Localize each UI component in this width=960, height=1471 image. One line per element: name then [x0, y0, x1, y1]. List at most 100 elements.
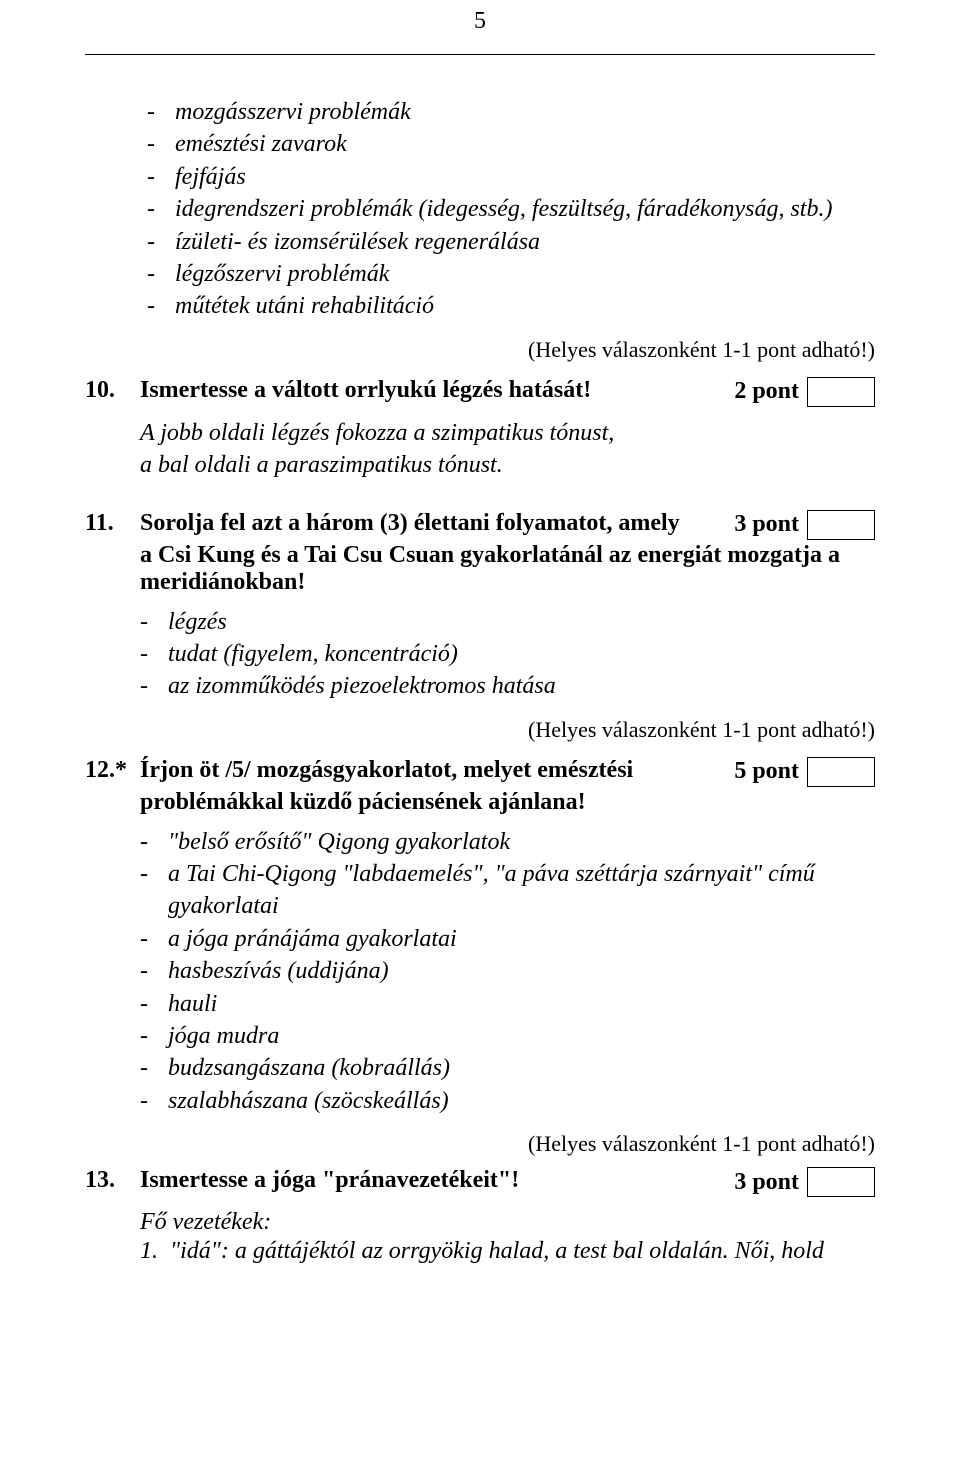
- question-number: 12.*: [85, 757, 140, 784]
- question-row: 10. Ismertesse a váltott orrlyukú légzés…: [85, 377, 875, 407]
- numbered-item: 1. "idá": a gáttájéktól az orrgyökig hal…: [140, 1238, 875, 1265]
- list-item: -az izomműködés piezoelektromos hatása: [140, 670, 875, 702]
- list-item: -idegrendszeri problémák (idegesség, fes…: [147, 193, 875, 225]
- dash-icon: -: [140, 826, 168, 858]
- question-text: Sorolja fel azt a három (3) élettani fol…: [140, 510, 734, 537]
- list-item-text: a jóga pránájáma gyakorlatai: [168, 923, 875, 955]
- list-item-text: idegrendszeri problémák (idegesség, fesz…: [175, 193, 832, 225]
- list-item: -ízületi- és izomsérülések regenerálása: [147, 226, 875, 258]
- scoring-note: (Helyes válaszonként 1-1 pont adható!): [85, 1131, 875, 1157]
- question-row: 12.* Írjon öt /5/ mozgásgyakorlatot, mel…: [85, 757, 875, 787]
- dash-icon: -: [147, 96, 175, 128]
- list-item-text: fejfájás: [175, 161, 246, 193]
- dash-icon: -: [140, 1085, 168, 1117]
- question-row-cont: a Csi Kung és a Tai Csu Csuan gyakorlatá…: [85, 542, 875, 596]
- list-item: -jóga mudra: [140, 1020, 875, 1052]
- list-item: -emésztési zavarok: [147, 128, 875, 160]
- score-box[interactable]: [807, 377, 875, 407]
- dash-icon: -: [140, 988, 168, 1020]
- page-number-value: 5: [474, 8, 486, 34]
- question-points: 3 pont: [734, 510, 875, 540]
- question-13: 13. Ismertesse a jóga "pránavezetékeit"!…: [85, 1167, 875, 1265]
- answer-text: A jobb oldali légzés fokozza a szimpatik…: [140, 417, 875, 482]
- intro-list: -mozgásszervi problémák -emésztési zavar…: [85, 96, 875, 323]
- dash-icon: -: [147, 193, 175, 225]
- dash-icon: -: [140, 1020, 168, 1052]
- question-text: Ismertesse a váltott orrlyukú légzés hat…: [140, 377, 734, 404]
- list-item-text: budzsangászana (kobraállás): [168, 1052, 875, 1084]
- points-label: 3 pont: [734, 511, 799, 538]
- question-points: 3 pont: [734, 1167, 875, 1197]
- answer-list: -légzés -tudat (figyelem, koncentráció) …: [140, 606, 875, 703]
- dash-icon: -: [147, 161, 175, 193]
- list-item-text: hauli: [168, 988, 875, 1020]
- list-item-text: jóga mudra: [168, 1020, 875, 1052]
- dash-icon: -: [140, 638, 168, 670]
- scoring-note: (Helyes válaszonként 1-1 pont adható!): [85, 337, 875, 363]
- list-item: -műtétek utáni rehabilitáció: [147, 290, 875, 322]
- list-item-text: hasbeszívás (uddijána): [168, 955, 875, 987]
- item-number: 1.: [140, 1238, 170, 1265]
- page-number: 5: [85, 0, 875, 66]
- question-text-line1: Írjon öt /5/ mozgásgyakorlatot, melyet e…: [140, 757, 633, 783]
- dash-icon: -: [140, 858, 168, 923]
- dash-icon: -: [140, 1052, 168, 1084]
- scoring-note: (Helyes válaszonként 1-1 pont adható!): [85, 717, 875, 743]
- points-label: 2 pont: [734, 378, 799, 405]
- list-item-text: légzés: [168, 606, 875, 638]
- list-item-text: légzőszervi problémák: [175, 258, 389, 290]
- question-points: 2 pont: [734, 377, 875, 407]
- score-box[interactable]: [807, 510, 875, 540]
- list-item-text: műtétek utáni rehabilitáció: [175, 290, 434, 322]
- list-item: -légzés: [140, 606, 875, 638]
- question-10: 10. Ismertesse a váltott orrlyukú légzés…: [85, 377, 875, 482]
- question-row-cont: problémákkal küzdő páciensének ajánlana!: [85, 789, 875, 816]
- list-item: -légzőszervi problémák: [147, 258, 875, 290]
- list-item-text: emésztési zavarok: [175, 128, 347, 160]
- list-item: -"belső erősítő" Qigong gyakorlatok: [140, 826, 875, 858]
- list-item-text: tudat (figyelem, koncentráció): [168, 638, 875, 670]
- question-text-cont: a Csi Kung és a Tai Csu Csuan gyakorlatá…: [140, 542, 875, 596]
- list-item: -tudat (figyelem, koncentráció): [140, 638, 875, 670]
- dash-icon: -: [140, 670, 168, 702]
- question-number: 11.: [85, 510, 140, 537]
- score-box[interactable]: [807, 757, 875, 787]
- question-11: 11. Sorolja fel azt a három (3) élettani…: [85, 510, 875, 703]
- question-text-line1: Sorolja fel azt a három (3) élettani fol…: [140, 510, 680, 536]
- list-item: -hauli: [140, 988, 875, 1020]
- points-label: 5 pont: [734, 758, 799, 785]
- list-item-text: a Tai Chi-Qigong "labdaemelés", "a páva …: [168, 858, 875, 923]
- answer-list: -"belső erősítő" Qigong gyakorlatok -a T…: [140, 826, 875, 1118]
- score-box[interactable]: [807, 1167, 875, 1197]
- dash-icon: -: [147, 290, 175, 322]
- question-12: 12.* Írjon öt /5/ mozgásgyakorlatot, mel…: [85, 757, 875, 1118]
- question-text: Írjon öt /5/ mozgásgyakorlatot, melyet e…: [140, 757, 734, 784]
- list-item: -szalabhászana (szöcskeállás): [140, 1085, 875, 1117]
- list-item: -hasbeszívás (uddijána): [140, 955, 875, 987]
- list-item: -mozgásszervi problémák: [147, 96, 875, 128]
- list-item-text: az izomműködés piezoelektromos hatása: [168, 670, 875, 702]
- dash-icon: -: [147, 128, 175, 160]
- dash-icon: -: [140, 923, 168, 955]
- list-item-text: ízületi- és izomsérülések regenerálása: [175, 226, 540, 258]
- question-points: 5 pont: [734, 757, 875, 787]
- document-page: 5 -mozgásszervi problémák -emésztési zav…: [0, 0, 960, 1309]
- question-text-cont: problémákkal küzdő páciensének ajánlana!: [140, 789, 875, 816]
- list-item-text: mozgásszervi problémák: [175, 96, 411, 128]
- list-item: -a jóga pránájáma gyakorlatai: [140, 923, 875, 955]
- question-number: 13.: [85, 1167, 140, 1194]
- question-row: 11. Sorolja fel azt a három (3) élettani…: [85, 510, 875, 540]
- list-item-text: szalabhászana (szöcskeállás): [168, 1085, 875, 1117]
- question-number: 10.: [85, 377, 140, 404]
- list-item: -budzsangászana (kobraállás): [140, 1052, 875, 1084]
- dash-icon: -: [140, 955, 168, 987]
- list-item-text: "belső erősítő" Qigong gyakorlatok: [168, 826, 875, 858]
- list-item: -fejfájás: [147, 161, 875, 193]
- points-label: 3 pont: [734, 1169, 799, 1196]
- header-rule: [85, 54, 875, 55]
- dash-icon: -: [147, 258, 175, 290]
- dash-icon: -: [147, 226, 175, 258]
- answer-subheading: Fő vezetékek:: [140, 1209, 875, 1236]
- question-row: 13. Ismertesse a jóga "pránavezetékeit"!…: [85, 1167, 875, 1197]
- question-text: Ismertesse a jóga "pránavezetékeit"!: [140, 1167, 734, 1194]
